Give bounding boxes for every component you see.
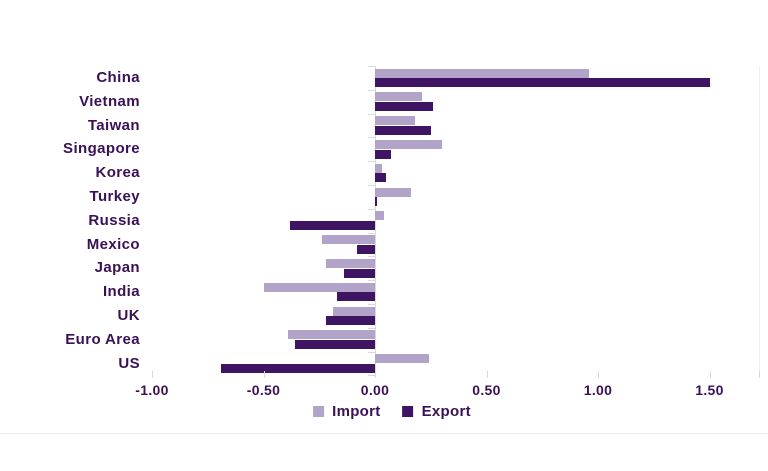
category-label-uk: UK [117, 306, 140, 324]
bar-import-russia [375, 211, 384, 221]
category-label-india: India [102, 283, 140, 301]
bar-import-japan [325, 258, 375, 268]
bar-import-euro-area [288, 330, 375, 340]
category-tick [368, 232, 375, 234]
bar-export-korea [375, 173, 387, 183]
bar-export-japan [343, 268, 375, 278]
category-tick [368, 113, 375, 115]
x-axis-tick [598, 371, 599, 379]
bar-export-turkey [375, 197, 378, 207]
x-axis-tick [486, 371, 488, 379]
category-label-taiwan: Taiwan [87, 116, 140, 134]
category-label-korea: Korea [95, 164, 140, 182]
category-label-mexico: Mexico [86, 235, 140, 253]
category-tick [368, 161, 375, 163]
category-tick [368, 66, 375, 67]
bar-import-uk [332, 306, 375, 316]
bar-export-vietnam [375, 101, 433, 111]
category-label-russia: Russia [88, 211, 140, 229]
bar-import-vietnam [375, 92, 422, 102]
x-axis-tick [152, 371, 153, 379]
category-tick [368, 137, 375, 139]
category-tick [368, 280, 375, 282]
x-axis-tick [709, 371, 711, 379]
bar-export-china [375, 78, 710, 88]
legend-label-import: Import [332, 403, 381, 420]
category-label-china: China [96, 68, 140, 86]
legend: Import Export [313, 403, 471, 420]
bar-export-us [221, 363, 375, 373]
category-label-us: US [118, 354, 140, 372]
bar-import-mexico [321, 235, 375, 245]
export-swatch-icon [402, 406, 414, 417]
zero-axis-line [375, 66, 376, 379]
bar-export-euro-area [294, 339, 375, 349]
category-label-japan: Japan [94, 259, 140, 277]
bar-import-china [375, 68, 590, 78]
import-swatch-icon [313, 406, 325, 417]
bar-export-singapore [375, 149, 391, 159]
x-tick-label-0.50: 0.50 [472, 382, 501, 399]
x-tick-label-0.00: 0.00 [360, 382, 390, 399]
bar-export-russia [290, 220, 375, 230]
x-axis-edge-tick [759, 371, 760, 379]
x-tick-label-1.00: 1.00 [583, 382, 613, 399]
bar-import-turkey [375, 187, 411, 197]
category-tick [368, 89, 375, 91]
category-label-turkey: Turkey [89, 187, 140, 205]
category-label-singapore: Singapore [63, 140, 140, 158]
category-tick [368, 256, 375, 258]
category-tick [368, 208, 375, 210]
bar-export-taiwan [375, 125, 431, 135]
bar-export-mexico [357, 244, 375, 254]
x-tick-label-1.50: 1.50 [695, 382, 724, 399]
bottom-divider [0, 433, 768, 434]
category-tick [368, 351, 375, 353]
x-axis-tick [263, 371, 265, 379]
bar-import-singapore [375, 139, 442, 149]
category-label-euro-area: Euro Area [65, 330, 140, 348]
bar-export-uk [325, 316, 375, 326]
x-tick-label--1.00: -1.00 [135, 382, 169, 399]
category-tick [368, 304, 375, 305]
x-axis-tick [375, 371, 376, 379]
x-tick-label--0.50: -0.50 [246, 382, 281, 399]
category-tick [368, 327, 375, 329]
bar-import-us [375, 354, 429, 364]
category-label-vietnam: Vietnam [79, 92, 140, 110]
legend-item-export: Export [402, 403, 471, 420]
bar-import-korea [375, 163, 382, 173]
bar-import-taiwan [375, 116, 416, 126]
category-tick [368, 185, 375, 186]
bar-import-india [263, 282, 375, 292]
category-tick [368, 375, 375, 377]
plot-right-edge [759, 66, 760, 379]
bar-export-india [337, 292, 375, 302]
legend-item-import: Import [313, 403, 380, 420]
legend-label-export: Export [421, 403, 471, 420]
